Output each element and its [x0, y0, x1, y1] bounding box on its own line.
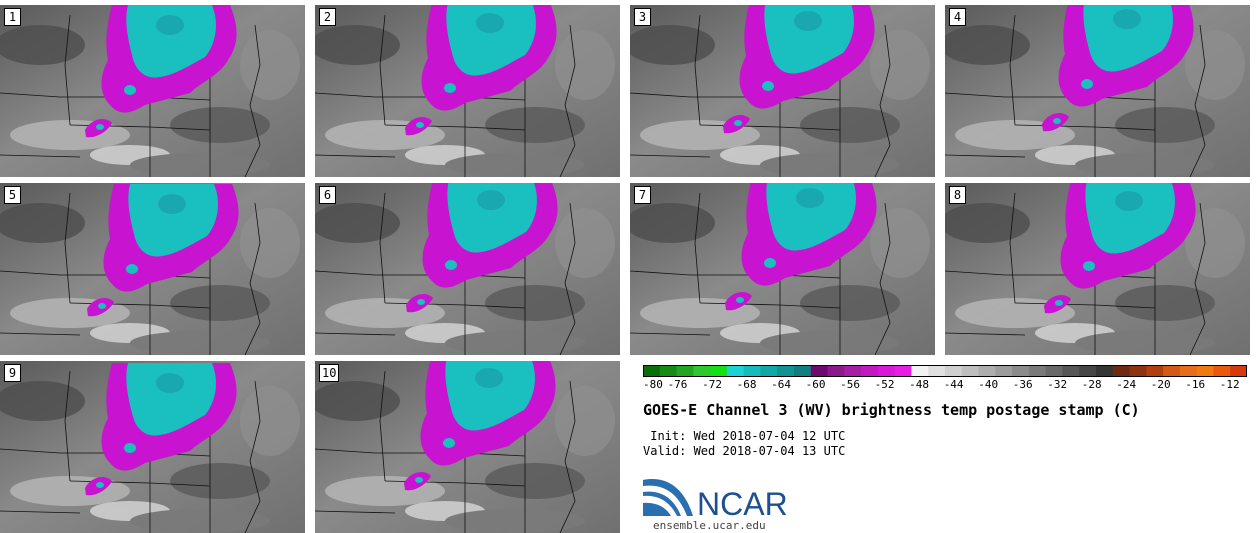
valid-time: Valid: Wed 2018-07-04 13 UTC: [643, 444, 846, 458]
colorbar-tick-label: -68: [736, 378, 757, 391]
storm-cloud-shield: [406, 183, 558, 313]
colorbar-tick-label: -76: [667, 378, 688, 391]
storm-cloud-shield: [404, 361, 556, 491]
colorbar-swatch: [877, 365, 896, 377]
storm-cloud-shield: [405, 5, 557, 136]
moisture-field: [315, 381, 615, 533]
colorbar-tick-label: -56: [840, 378, 861, 391]
moisture-field: [0, 381, 300, 533]
colorbar-swatch: [978, 365, 996, 377]
panel-number-label: 4: [949, 8, 966, 26]
init-time: Init: Wed 2018-07-04 12 UTC: [643, 429, 846, 443]
colorbar-swatch: [794, 365, 812, 377]
colorbar-tick-label: -40: [978, 378, 999, 391]
storm-cloud-shield: [85, 5, 237, 138]
colorbar-swatch: [1028, 365, 1047, 377]
colorbar-swatch: [710, 365, 728, 377]
colorbar-swatch: [928, 365, 946, 377]
colorbar-swatch: [760, 365, 778, 377]
colorbar-tick-label: -48: [909, 378, 930, 391]
colorbar-tick-label: -44: [943, 378, 964, 391]
colorbar-swatch: [995, 365, 1013, 377]
state-boundaries: [315, 14, 576, 177]
figure-title: GOES-E Channel 3 (WV) brightness temp po…: [643, 401, 1140, 419]
colorbar-swatch: [1062, 365, 1080, 377]
colorbar-swatch: [777, 365, 795, 377]
colorbar-swatch: [844, 365, 862, 377]
colorbar-tick-label: -80: [643, 378, 663, 391]
colorbar-tick-label: -60: [805, 378, 826, 391]
postage-stamp-panel: 9: [0, 361, 305, 533]
colorbar-swatch: [743, 365, 761, 377]
colorbar-swatch: [1096, 365, 1114, 377]
colorbar-swatch: [810, 365, 829, 377]
colorbar-swatch: [676, 365, 694, 377]
postage-stamp-panel: 3: [630, 5, 935, 177]
panel-number-label: 9: [4, 364, 21, 382]
postage-stamp-panel: 2: [315, 5, 620, 177]
storm-cloud-shield: [87, 184, 239, 317]
colorbar-tick-label: -24: [1116, 378, 1137, 391]
colorbar-swatch: [1213, 365, 1231, 377]
colorbar-swatch: [1146, 365, 1164, 377]
colorbar-swatch: [945, 365, 963, 377]
postage-stamp-panel: 5: [0, 183, 305, 355]
colorbar-swatch: [659, 365, 678, 377]
colorbar-swatch: [1012, 365, 1030, 377]
colorbar-border: [643, 365, 1247, 377]
colorbar-swatch: [961, 365, 980, 377]
colorbar-swatch: [726, 365, 745, 377]
colorbar-swatch: [1112, 365, 1131, 377]
colorbar-swatch: [1230, 365, 1248, 377]
storm-cloud-shield: [1044, 183, 1196, 314]
storm-cloud-shield: [1042, 5, 1194, 132]
colorbar-swatch: [827, 365, 845, 377]
colorbar-swatch: [894, 365, 912, 377]
panel-number-label: 3: [634, 8, 651, 26]
postage-stamp-panel: 1: [0, 5, 305, 177]
colorbar-tick-label: -32: [1047, 378, 1068, 391]
colorbar-swatch: [693, 365, 711, 377]
panel-number-label: 8: [949, 186, 966, 204]
panel-number-label: 6: [319, 186, 336, 204]
panel-number-label: 1: [4, 8, 21, 26]
storm-cloud-shield: [725, 183, 877, 311]
colorbar-tick-label: -36: [1012, 378, 1033, 391]
colorbar-swatch: [911, 365, 929, 377]
moisture-field: [0, 203, 300, 355]
panel-number-label: 2: [319, 8, 336, 26]
postage-stamp-panel: 4: [945, 5, 1250, 177]
colorbar-swatch: [1179, 365, 1198, 377]
ncar-logo: NCAR: [643, 476, 793, 522]
postage-stamp-panel: 7: [630, 183, 935, 355]
colorbar-tick-label: -52: [874, 378, 895, 391]
panel-number-label: 7: [634, 186, 651, 204]
colorbar-tick-label: -12: [1219, 378, 1240, 391]
colorbar: [643, 362, 1248, 377]
svg-text:NCAR: NCAR: [697, 486, 788, 521]
colorbar-swatch: [1045, 365, 1063, 377]
postage-stamp-panel: 8: [945, 183, 1250, 355]
panel-number-label: 10: [319, 364, 340, 382]
colorbar-swatch: [1079, 365, 1097, 377]
colorbar-swatch: [643, 365, 661, 377]
website-url: ensemble.ucar.edu: [653, 519, 766, 532]
postage-stamp-panel: 10: [315, 361, 620, 533]
colorbar-tick-label: -72: [702, 378, 722, 391]
postage-stamp-panel: 6: [315, 183, 620, 355]
state-boundaries: [945, 14, 1206, 177]
colorbar-swatch: [861, 365, 879, 377]
colorbar-swatch: [1196, 365, 1214, 377]
colorbar-tick-label: -28: [1081, 378, 1102, 391]
colorbar-swatch: [1129, 365, 1147, 377]
colorbar-tick-label: -64: [771, 378, 791, 391]
colorbar-swatch: [1163, 365, 1181, 377]
moisture-field: [945, 25, 1245, 177]
panel-number-label: 5: [4, 186, 21, 204]
storm-cloud-shield: [723, 5, 875, 134]
colorbar-tick-label: -16: [1185, 378, 1206, 391]
colorbar-tick-labels: -80 -76 -72 -68 -64 -60 -56 -52 -48 -44 -40 -36 -32-…: [643, 378, 1247, 392]
storm-cloud-shield: [85, 363, 237, 496]
colorbar-tick-label: -20: [1150, 378, 1171, 391]
